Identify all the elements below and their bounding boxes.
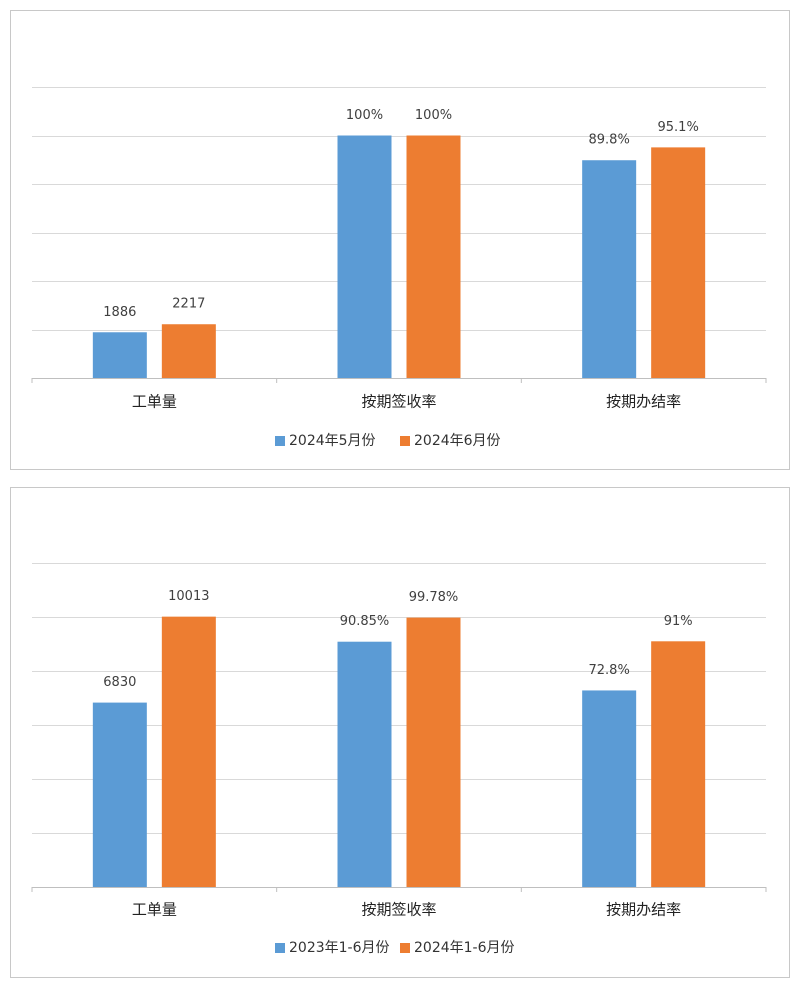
bar [337,641,392,887]
data-label: 99.78% [409,590,459,605]
legend-swatch [400,943,410,953]
data-label: 1886 [103,305,136,320]
data-label: 6830 [103,675,136,690]
data-label: 100% [415,108,452,123]
legend-label: 2024年5月份 [289,433,376,449]
data-label: 89.8% [589,133,630,148]
data-label: 10013 [168,589,209,604]
bar [406,617,461,887]
legend-label: 2024年1-6月份 [414,940,515,956]
legend-label: 2023年1-6月份 [289,940,390,956]
legend-swatch [400,436,410,446]
x-tick-label: 按期办结率 [606,901,681,919]
chart-frame [10,10,790,470]
bar [406,135,461,378]
chart-frame [10,487,790,978]
data-label: 72.8% [589,663,630,678]
bar [651,641,706,887]
bar [582,160,637,378]
x-tick-label: 工单量 [132,901,177,919]
x-tick-label: 按期办结率 [606,393,681,411]
legend-swatch [275,436,285,446]
bar [161,616,216,887]
data-label: 2217 [172,297,205,312]
x-tick-label: 按期签收率 [361,393,436,411]
data-label: 90.85% [340,614,390,629]
bar [161,324,216,378]
bar [651,147,706,378]
bar [92,332,147,378]
bar [337,135,392,378]
data-label: 100% [346,108,383,123]
x-tick-label: 按期签收率 [361,901,436,919]
legend-swatch [275,943,285,953]
data-label: 91% [664,614,693,629]
legend-label: 2024年6月份 [414,433,501,449]
bar [582,690,637,887]
bar [92,702,147,887]
data-label: 95.1% [658,120,699,135]
x-tick-label: 工单量 [132,393,177,411]
